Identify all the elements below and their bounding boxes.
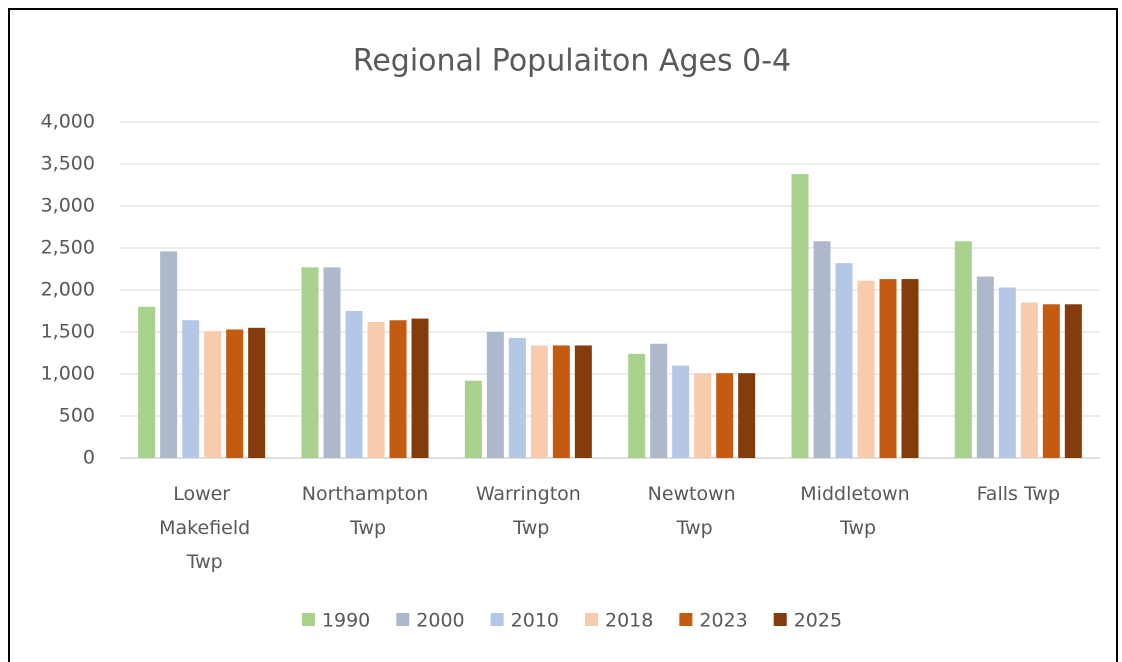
bar	[160, 251, 178, 458]
bar	[672, 365, 690, 458]
bar	[508, 337, 526, 458]
x-tick-label: Lower Makefield Twp	[153, 483, 250, 573]
bar	[530, 345, 548, 458]
legend-label: 2010	[511, 610, 559, 632]
legend-swatch	[585, 613, 598, 626]
bar	[694, 373, 712, 458]
y-tick-label: 0	[83, 447, 95, 469]
bar	[954, 241, 972, 458]
x-tick-label: Newtown Twp	[648, 483, 736, 539]
bar	[998, 287, 1016, 458]
bar	[650, 343, 668, 458]
bar	[1064, 304, 1082, 458]
y-tick-label: 500	[59, 405, 95, 427]
legend-swatch	[301, 613, 315, 626]
y-tick-label: 3,000	[41, 195, 95, 217]
bar	[976, 276, 994, 458]
bar	[486, 332, 504, 458]
legend-label: 2000	[416, 610, 464, 632]
bar	[628, 353, 646, 458]
bar	[367, 321, 385, 458]
bar	[857, 280, 875, 458]
bar	[345, 311, 363, 458]
y-tick-label: 3,500	[41, 153, 95, 175]
legend-label: 2023	[699, 610, 747, 632]
x-tick-label: Middletown Twp	[800, 483, 909, 539]
bar	[835, 263, 853, 458]
bar	[716, 373, 734, 458]
legend-label: 2025	[794, 610, 842, 632]
y-tick-label: 1,000	[41, 363, 95, 385]
bar	[204, 331, 222, 458]
legend-swatch	[396, 613, 410, 626]
bar	[1042, 304, 1060, 458]
bar	[226, 329, 244, 458]
legend-label: 1990	[322, 610, 370, 632]
y-tick-label: 2,000	[41, 279, 95, 301]
legend-label: 2018	[605, 610, 653, 632]
x-tick-label: Falls Twp	[977, 483, 1060, 505]
bar	[879, 279, 897, 458]
bar	[182, 320, 200, 458]
legend-swatch	[773, 613, 787, 626]
legend-swatch	[490, 613, 504, 626]
bar	[323, 267, 341, 458]
y-tick-label: 2,500	[41, 237, 95, 259]
x-tick-label: Northampton Twp	[302, 483, 428, 539]
bar	[464, 380, 482, 458]
bar	[813, 241, 831, 458]
chart-title: Regional Populaiton Ages 0-4	[353, 44, 791, 79]
bar	[389, 320, 407, 458]
legend: 1990 2000 2010 2018 2023 2025	[301, 610, 842, 632]
bar	[738, 373, 756, 458]
bar	[1020, 302, 1038, 458]
bar	[301, 267, 319, 458]
legend-swatch	[679, 613, 693, 626]
y-tick-label: 1,500	[41, 321, 95, 343]
bar	[791, 174, 809, 458]
bar	[411, 318, 429, 458]
bar	[901, 279, 919, 458]
y-tick-label: 4,000	[41, 111, 95, 133]
bar	[552, 345, 570, 458]
bar	[248, 327, 266, 458]
bar	[138, 306, 156, 458]
x-tick-label: Warrington Twp	[476, 483, 581, 539]
bar	[574, 345, 592, 458]
